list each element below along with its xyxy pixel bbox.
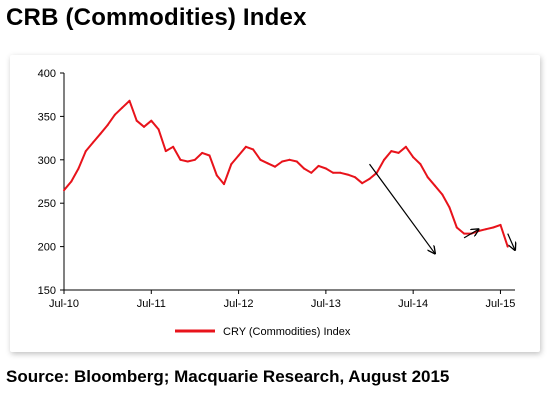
data-point	[310, 171, 313, 174]
series-layer	[63, 99, 509, 248]
data-point	[492, 226, 495, 229]
data-point	[361, 182, 364, 185]
y-tick-label: 200	[38, 242, 56, 254]
data-point	[332, 171, 335, 174]
y-tick-label: 150	[38, 285, 56, 297]
data-point	[281, 160, 284, 163]
data-point	[463, 232, 466, 235]
data-point	[434, 184, 436, 187]
data-point	[172, 145, 175, 148]
axes: 150 200 250 300 350 400 Jul-10 Jul-11 Jul-12 Jul-…	[38, 68, 516, 310]
x-tick-label: Jul-11	[137, 298, 166, 310]
data-point	[63, 189, 65, 192]
x-tick-label: Jul-15	[485, 298, 515, 310]
data-point	[266, 162, 269, 165]
data-point	[426, 176, 429, 179]
data-point	[215, 174, 218, 177]
data-point	[368, 177, 371, 180]
x-tick-label: Jul-12	[224, 298, 254, 310]
data-point	[252, 148, 255, 151]
trend-arrow	[463, 229, 479, 239]
data-point	[121, 106, 124, 109]
data-point	[441, 193, 444, 196]
y-tick-label: 350	[38, 111, 56, 123]
y-tick-label: 300	[38, 155, 56, 167]
trend-arrow	[507, 233, 515, 250]
data-point	[201, 151, 204, 154]
data-point	[259, 158, 262, 161]
data-point	[164, 150, 167, 153]
data-point	[339, 171, 342, 174]
data-point	[346, 173, 349, 176]
data-point	[383, 158, 386, 161]
data-point	[150, 119, 153, 122]
chart-panel: 150 200 250 300 350 400 Jul-10 Jul-11 Jul-12 Jul-…	[10, 55, 540, 352]
data-point	[506, 245, 509, 248]
data-point	[193, 158, 196, 161]
data-point	[113, 113, 116, 116]
y-tick-label: 250	[38, 198, 56, 210]
data-point	[77, 167, 80, 170]
data-point	[448, 206, 451, 209]
data-point	[128, 99, 131, 102]
data-point	[419, 163, 422, 166]
data-point	[397, 151, 400, 154]
data-point	[99, 132, 102, 135]
x-tick-label: Jul-10	[49, 298, 79, 310]
data-point	[499, 223, 502, 226]
data-point	[288, 158, 291, 161]
data-point	[244, 145, 247, 148]
data-point	[295, 160, 298, 163]
y-tick-label: 400	[38, 68, 56, 80]
series-line-cry-index	[63, 99, 509, 247]
data-point	[208, 154, 211, 157]
data-point	[92, 141, 95, 144]
data-point	[237, 154, 240, 157]
annotations	[369, 163, 515, 253]
data-point	[274, 165, 276, 168]
crb-line-chart: 150 200 250 300 350 400 Jul-10 Jul-11 Jul-12 Jul-…	[38, 68, 540, 338]
data-point	[223, 183, 225, 186]
data-point	[143, 125, 145, 128]
data-point	[135, 119, 138, 122]
data-point	[230, 163, 233, 166]
legend-label: CRY (Commodities) Index	[223, 326, 351, 338]
legend: CRY (Commodities) Index	[175, 326, 351, 338]
trend-arrow	[369, 163, 435, 253]
data-point	[106, 124, 109, 127]
data-point	[354, 176, 356, 179]
data-point	[179, 158, 182, 161]
data-point	[390, 150, 393, 153]
data-point	[70, 180, 73, 183]
data-point	[412, 156, 415, 159]
data-point	[186, 160, 189, 163]
data-point	[303, 167, 305, 170]
page-title: CRB (Commodities) Index	[6, 4, 307, 31]
data-point	[84, 150, 87, 153]
x-tick-label: Jul-13	[311, 298, 341, 310]
data-point	[404, 145, 407, 148]
data-point	[157, 128, 160, 131]
x-tick-label: Jul-14	[398, 298, 428, 310]
data-point	[484, 228, 487, 231]
data-point	[455, 226, 458, 229]
source-note: Source: Bloomberg; Macquarie Research, A…	[6, 367, 450, 386]
data-point	[317, 164, 320, 167]
data-point	[324, 167, 327, 170]
